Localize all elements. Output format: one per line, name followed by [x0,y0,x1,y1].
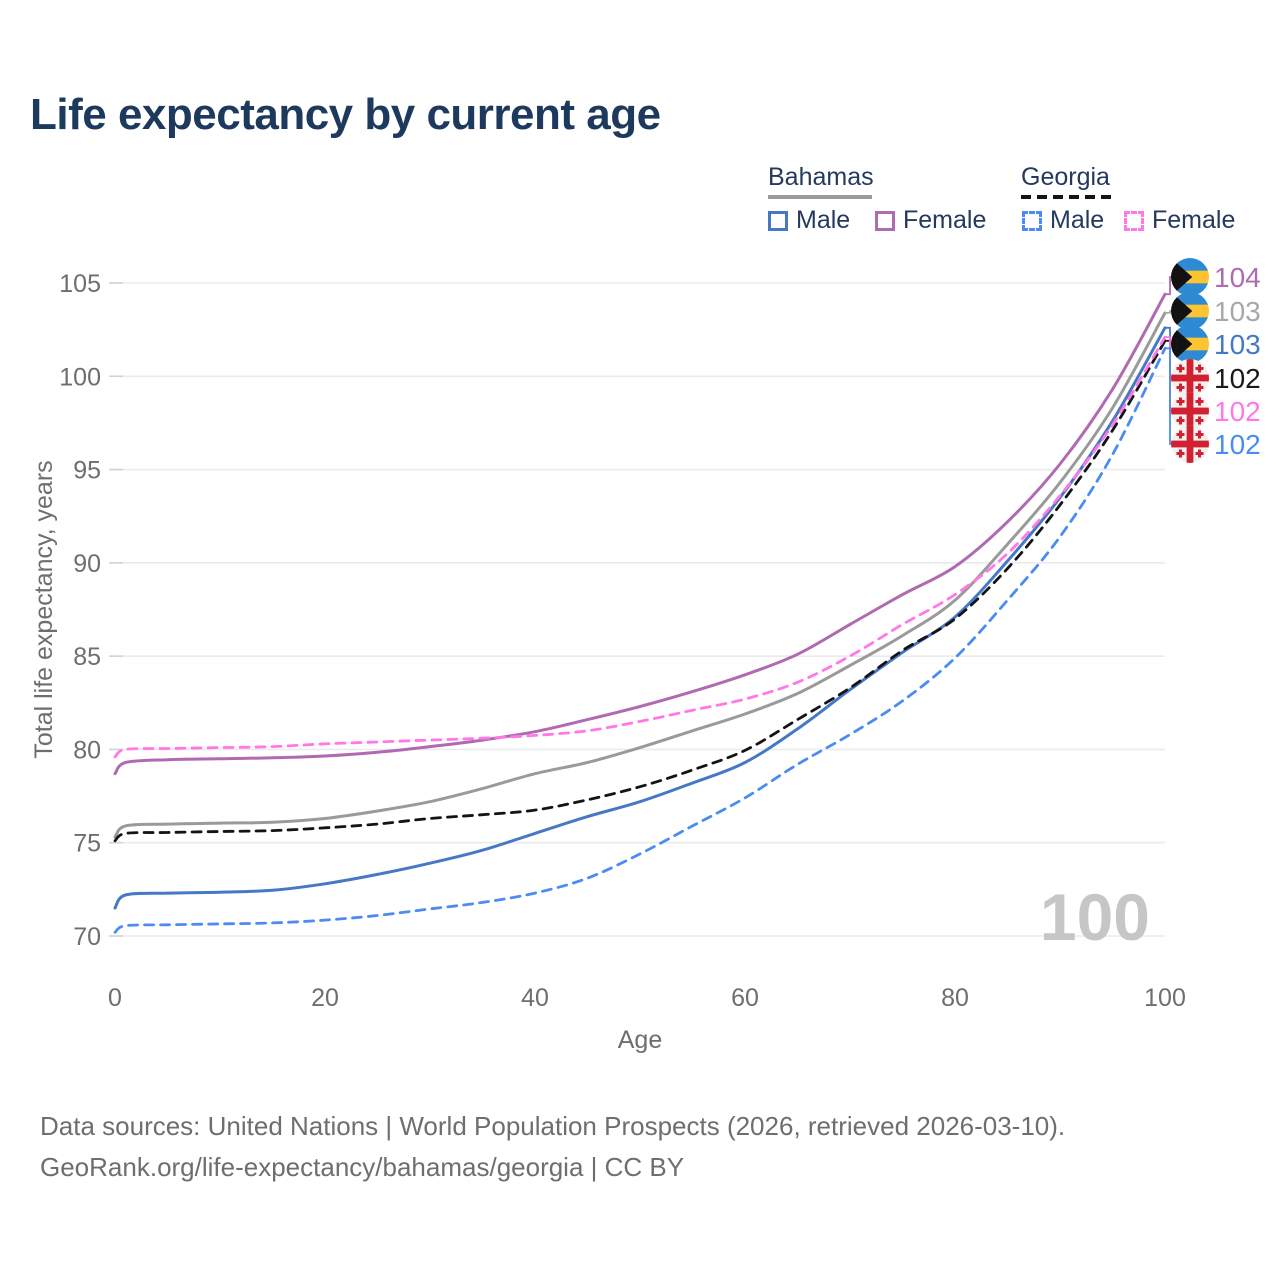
series-line-bahamas-all [113,311,1167,839]
end-label-value: 102 [1214,363,1261,394]
series-line-georgia-male [113,346,1167,934]
x-tick-label-60: 60 [731,984,759,1012]
flag-bahamas-icon [1171,258,1209,296]
data-sources: Data sources: United Nations | World Pop… [40,1106,1065,1188]
legend-item-bahamas-male[interactable]: Male [768,206,850,235]
legend-item-label: Female [1152,206,1236,234]
legend-item-label: Male [796,206,851,234]
flag-art [1171,359,1209,397]
page-title: Life expectancy by current age [30,90,661,139]
legend-group-georgia[interactable]: Georgia [1021,163,1110,191]
x-tick-label-80: 80 [941,984,969,1012]
flag-art [1171,392,1209,430]
x-axis-title: Age [618,1026,662,1054]
legend-swatch-georgia-female [1124,210,1144,231]
y-tick-label-85: 85 [73,643,101,671]
legend-item-georgia-male[interactable]: Male [1022,206,1104,235]
y-axis-title: Total life expectancy, years [30,460,58,758]
y-tick-label-75: 75 [73,830,101,858]
x-tick-label-100: 100 [1144,984,1186,1012]
data-sources-line2: GeoRank.org/life-expectancy/bahamas/geor… [40,1152,685,1182]
series-line-georgia-all [113,339,1167,843]
flag-bahamas-icon [1171,325,1209,363]
y-tick-label-70: 70 [73,923,101,951]
chart-legend: Bahamas Georgia Male Female Male Female [0,0,1280,250]
x-tick-label-40: 40 [521,984,549,1012]
end-label-value: 103 [1214,296,1261,327]
end-label-value: 102 [1214,396,1261,427]
series-line-georgia-female [113,335,1167,759]
y-tick-label-80: 80 [73,736,101,764]
flag-georgia-icon [1171,392,1209,430]
legend-swatch-bahamas-female [875,210,895,231]
flag-georgia-icon [1171,425,1209,463]
flag-art [1171,292,1209,330]
y-tick-label-90: 90 [73,550,101,578]
data-sources-line1: Data sources: United Nations | World Pop… [40,1111,1066,1141]
legend-item-bahamas-female[interactable]: Female [875,206,986,235]
flag-art [1171,425,1209,463]
legend-georgia-line-sample [1021,195,1113,199]
legend-swatch-georgia-male [1022,210,1042,231]
end-label-connector [1165,347,1177,445]
y-tick-label-105: 105 [59,270,101,298]
flag-art [1171,258,1209,296]
y-tick-label-100: 100 [59,363,101,391]
legend-bahamas-line-sample [768,195,872,199]
series-line-bahamas-female [113,292,1167,776]
x-tick-label-20: 20 [311,984,339,1012]
legend-item-georgia-female[interactable]: Female [1124,206,1235,235]
flag-art [1171,325,1209,363]
end-label-value: 102 [1214,429,1261,460]
legend-item-label: Female [903,206,987,234]
hover-age-watermark: 100 [1040,880,1150,954]
legend-group-bahamas[interactable]: Bahamas [768,163,874,191]
flag-georgia-icon [1171,359,1209,397]
end-label-value: 104 [1214,262,1261,293]
legend-swatch-bahamas-male [768,210,788,231]
series-line-bahamas-male [113,326,1167,910]
x-tick-label-0: 0 [108,984,122,1012]
flag-bahamas-icon [1171,292,1209,330]
legend-item-label: Male [1050,206,1105,234]
y-tick-label-95: 95 [73,457,101,485]
end-label-value: 103 [1214,329,1261,360]
